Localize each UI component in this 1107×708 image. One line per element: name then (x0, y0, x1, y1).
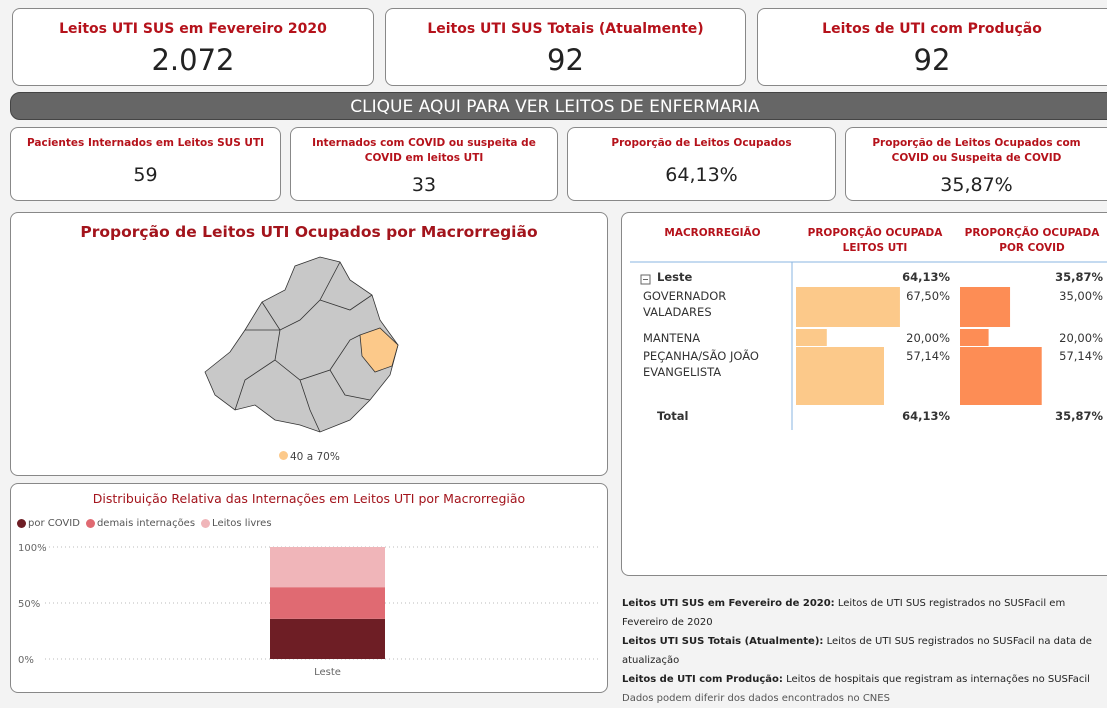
row-label: Total (657, 409, 689, 423)
data-bar (960, 329, 989, 346)
y-tick-label: 0% (18, 655, 34, 666)
kpi-card: Proporção de Leitos Ocupados com COVID o… (845, 127, 1107, 201)
legend: por COVID demais internações Leitos livres (17, 518, 272, 529)
legend-label: demais internações (96, 518, 196, 529)
kpi-title: Internados com COVID ou suspeita de COVI… (312, 137, 536, 164)
note-label: Leitos de UTI com Produção: (622, 674, 783, 685)
y-tick-label: 100% (18, 543, 47, 554)
note-text: Leitos de hospitais que registram as int… (786, 674, 1090, 685)
note-text: Leitos de UTI SUS registrados no SUSFaci… (622, 598, 1066, 628)
data-bar (796, 287, 900, 327)
row-label: Leste (657, 270, 693, 284)
kpi-title: Proporção de Leitos Ocupados (611, 137, 792, 149)
kpi-value: 33 (411, 174, 437, 196)
kpi-value: 92 (913, 43, 951, 77)
kpi-value: 35,87% (940, 174, 1013, 196)
cell-value: 35,87% (1055, 409, 1103, 423)
collapse-icon[interactable] (640, 274, 651, 285)
note-label: Leitos UTI SUS Totais (Atualmente): (622, 636, 824, 647)
note-label: Leitos UTI SUS em Fevereiro de 2020: (622, 598, 835, 609)
map (204, 256, 399, 433)
kpi-title: Proporção de Leitos Ocupados com COVID o… (872, 137, 1081, 164)
y-tick-label: 50% (18, 599, 40, 610)
kpi-value: 92 (547, 43, 584, 77)
kpi-card: Internados com COVID ou suspeita de COVI… (290, 127, 558, 201)
note-text: Leitos de UTI SUS registrados no SUSFaci… (622, 636, 1092, 666)
column-header: MACRORREGIÃO (664, 227, 761, 239)
cell-value: 35,87% (1055, 270, 1103, 284)
bar-segment (270, 587, 385, 619)
kpi-title: Pacientes Internados em Leitos SUS UTI (26, 137, 265, 149)
cell-value: 35,00% (1059, 289, 1103, 303)
bar-segment (270, 547, 385, 588)
kpi-card: Leitos de UTI com Produção 92 (757, 8, 1107, 86)
legend-item: Leitos livres (201, 518, 272, 529)
x-tick-label: Leste (314, 667, 341, 678)
map-legend: 40 a 70% (279, 451, 340, 463)
cell-value: 20,00% (1059, 331, 1103, 345)
legend-label: 40 a 70% (290, 451, 340, 463)
column-header: PROPORÇÃO OCUPADA LEITOS UTI (807, 227, 943, 254)
note: Leitos UTI SUS em Fevereiro de 2020: Lei… (622, 594, 1102, 632)
row-label: MANTENA (643, 331, 701, 345)
data-bar (960, 287, 1011, 327)
legend-label: Leitos livres (212, 518, 272, 529)
cell-value: 20,00% (906, 331, 950, 345)
kpi-value: 2.072 (151, 43, 235, 77)
panel-title: Proporção de Leitos UTI Ocupados por Mac… (80, 223, 538, 241)
legend-dot (85, 519, 95, 528)
legend-dot (279, 451, 288, 460)
map-shape (204, 256, 399, 433)
note: Leitos UTI SUS Totais (Atualmente): Leit… (622, 632, 1102, 670)
legend-dot (201, 519, 211, 528)
panel-title: Distribuição Relativa das Internações em… (92, 491, 526, 506)
data-bar (796, 347, 884, 405)
cell-value: 67,50% (906, 289, 950, 303)
cell-value: 57,14% (1059, 349, 1103, 363)
legend-dot (17, 519, 26, 528)
note: Leitos de UTI com Produção: Leitos de ho… (622, 670, 1102, 689)
kpi-card: Proporção de Leitos Ocupados 64,13% (567, 127, 836, 201)
data-bar (796, 329, 827, 346)
legend-item: por COVID (17, 518, 80, 529)
bar-segment (270, 618, 385, 659)
kpi-title: Leitos UTI SUS Totais (Atualmente) (427, 21, 704, 37)
map-division (234, 261, 373, 433)
legend-item: demais internações (85, 518, 196, 529)
kpi-card: Leitos UTI SUS em Fevereiro 2020 2.072 (12, 8, 374, 86)
column-header: PROPORÇÃO OCUPADA POR COVID (964, 227, 1100, 254)
kpi-value: 64,13% (665, 164, 738, 186)
cell-value: 57,14% (906, 349, 950, 363)
kpi-title: Leitos de UTI com Produção (822, 21, 1042, 37)
kpi-card: Leitos UTI SUS Totais (Atualmente) 92 (385, 8, 746, 86)
legend-label: por COVID (28, 518, 80, 529)
map-region (359, 327, 399, 373)
data-bar (960, 347, 1042, 405)
cell-value: 64,13% (902, 409, 950, 423)
kpi-title: Leitos UTI SUS em Fevereiro 2020 (59, 21, 327, 37)
row-label: PEÇANHA/SÃO JOÃO EVANGELISTA (643, 349, 759, 379)
cell-value: 64,13% (902, 270, 950, 284)
kpi-value: 59 (133, 164, 158, 186)
map-panel: Proporção de Leitos UTI Ocupados por Mac… (10, 212, 608, 476)
row-label: GOVERNADOR VALADARES (643, 289, 727, 319)
nav-banner[interactable]: CLIQUE AQUI PARA VER LEITOS DE ENFERMARI… (10, 92, 1107, 120)
kpi-card: Pacientes Internados em Leitos SUS UTI 5… (10, 127, 281, 201)
